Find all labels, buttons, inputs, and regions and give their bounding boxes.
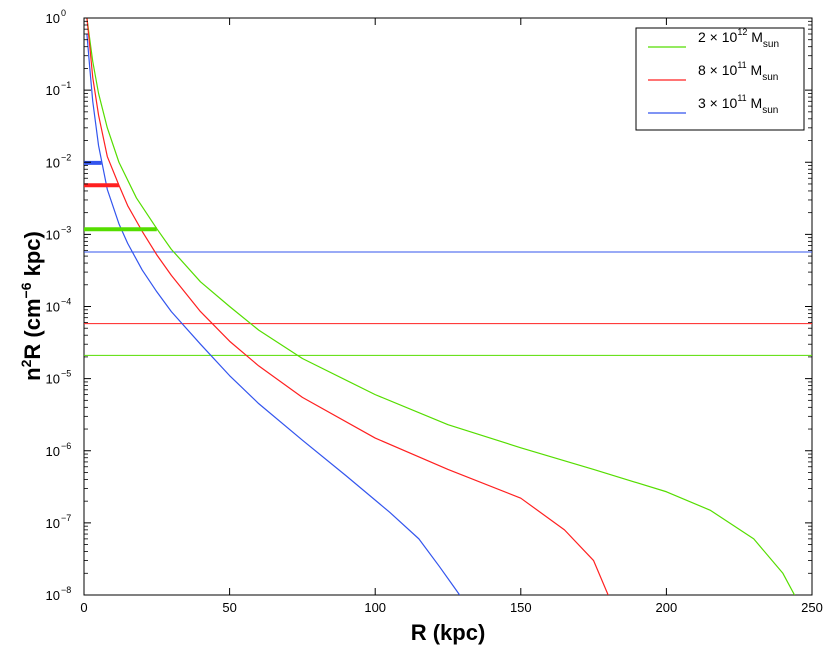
y-tick-label-base: 10 [46,83,60,98]
y-tick-label: 10 [46,83,60,98]
y-tick-label: 10 [46,227,60,242]
y-axis-title-sup2: −6 [18,282,34,298]
series-line-1 [86,18,609,595]
series-line-2 [86,33,461,595]
legend: 2 × 1012 Msun 8 × 1011 Msun 3 × 1011 Msun [635,27,805,131]
y-tick-label-exponent: 0 [61,8,66,18]
y-tick-label: 10 [46,300,60,315]
axis-ticks [83,17,813,596]
series-line-0 [86,18,796,595]
y-tick-label-base: 10 [46,11,60,26]
x-tick-labels: 0 50 100 150 200 250 [80,600,822,615]
y-tick-label: 10 [46,155,60,170]
x-tick-label: 250 [801,600,823,615]
y-axis-title-sup1: 2 [18,359,34,367]
x-axis-title: R (kpc) [411,620,486,645]
y-tick-label: 10 [46,588,60,603]
y-axis-title: n2R (cm−6 kpc) [18,231,45,381]
y-tick-label-base: 10 [46,155,60,170]
legend-label-1: 8 × 1011 Msun [698,60,778,83]
y-tick-label: 10 [46,516,60,531]
x-tick-label: 200 [656,600,678,615]
x-tick-label: 150 [510,600,532,615]
y-tick-label-base: 10 [46,372,60,387]
y-axis-title-base: n [20,367,45,380]
y-tick-label-base: 10 [46,300,60,315]
x-tick-label: 0 [80,600,87,615]
y-axis-title-end: kpc) [20,231,45,282]
y-tick-label-exponent: −7 [61,513,71,523]
y-tick-label-exponent: −4 [61,297,71,307]
marker-bars [84,160,157,232]
y-tick-label-exponent: −5 [61,369,71,379]
y-tick-label-exponent: −8 [61,585,71,595]
reference-lines [84,251,812,356]
y-tick-label-base: 10 [46,516,60,531]
y-tick-label-exponent: −2 [61,152,71,162]
y-axis-title-mid: R (cm [20,298,45,359]
y-tick-label-base: 10 [46,588,60,603]
y-tick-label-exponent: −1 [61,80,71,90]
y-tick-label: 10 [46,11,60,26]
y-tick-label: 10 [46,372,60,387]
legend-label-0: 2 × 1012 Msun [698,27,779,50]
x-tick-label: 100 [364,600,386,615]
y-tick-label: 10 [46,444,60,459]
y-tick-label-exponent: −6 [61,441,71,451]
legend-label-2: 3 × 1011 Msun [698,93,778,116]
y-tick-label-exponent: −3 [61,224,71,234]
x-tick-label: 50 [222,600,236,615]
series-lines [86,18,796,595]
y-tick-label-base: 10 [46,227,60,242]
y-tick-label-base: 10 [46,444,60,459]
